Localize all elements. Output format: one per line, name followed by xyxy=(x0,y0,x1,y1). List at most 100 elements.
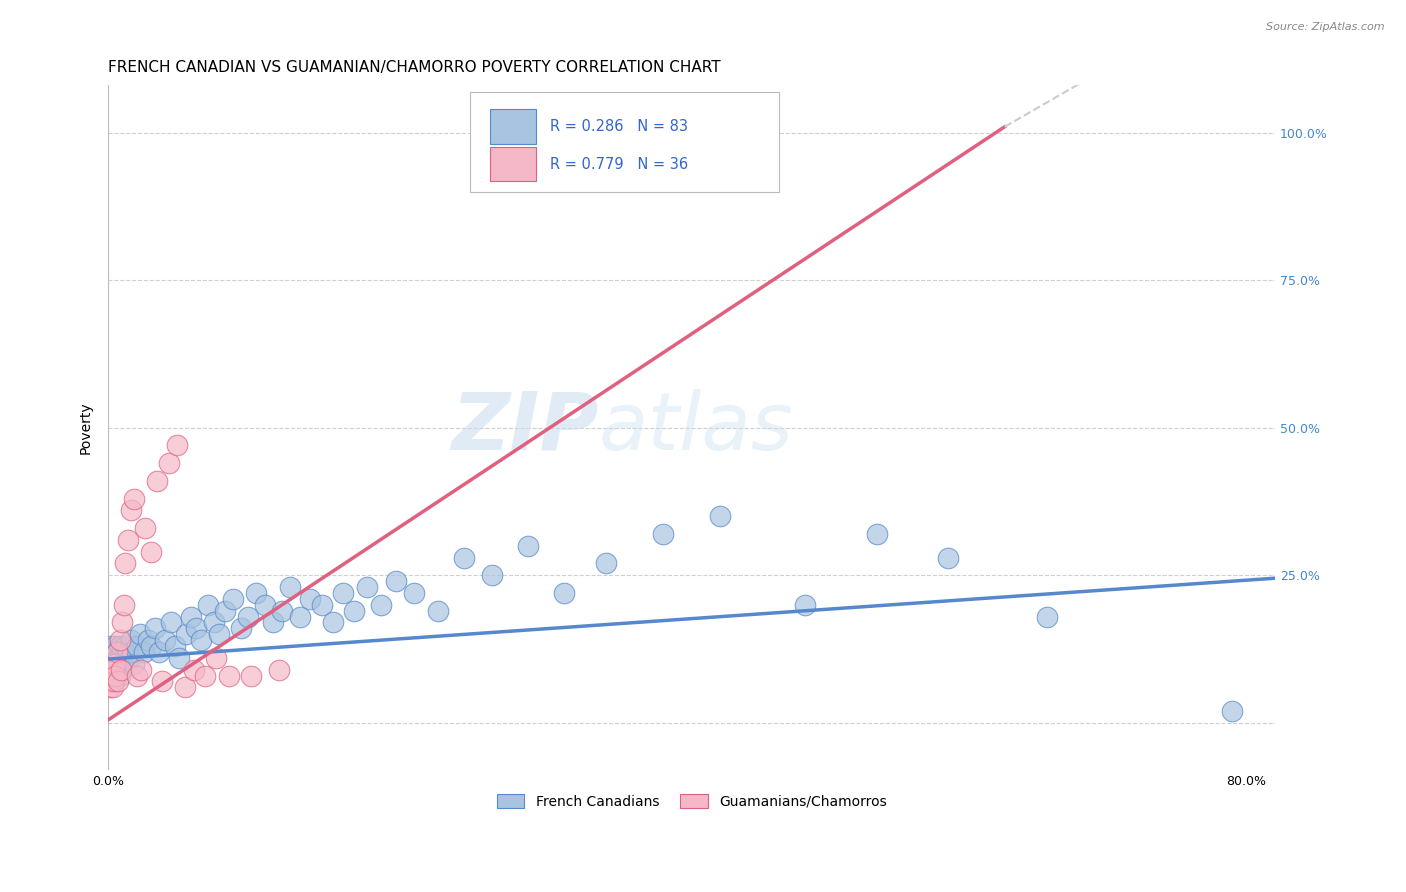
Point xyxy=(132,645,155,659)
Text: FRENCH CANADIAN VS GUAMANIAN/CHAMORRO POVERTY CORRELATION CHART: FRENCH CANADIAN VS GUAMANIAN/CHAMORRO PO… xyxy=(108,60,721,75)
Point xyxy=(299,591,322,606)
Point xyxy=(143,621,166,635)
Point xyxy=(101,668,124,682)
Point xyxy=(103,674,125,689)
Point xyxy=(112,598,135,612)
Point xyxy=(166,438,188,452)
Point xyxy=(290,609,312,624)
Point xyxy=(270,604,292,618)
Point xyxy=(103,663,125,677)
Point xyxy=(214,604,236,618)
Point xyxy=(101,681,124,695)
Point xyxy=(110,651,132,665)
Text: atlas: atlas xyxy=(599,389,793,467)
Point xyxy=(104,657,127,671)
Point xyxy=(105,663,128,677)
Point xyxy=(190,633,212,648)
Point xyxy=(176,627,198,641)
Text: Source: ZipAtlas.com: Source: ZipAtlas.com xyxy=(1267,22,1385,32)
Point xyxy=(103,674,125,689)
Point xyxy=(236,609,259,624)
Point xyxy=(280,580,302,594)
Point xyxy=(794,598,817,612)
Point xyxy=(332,586,354,600)
FancyBboxPatch shape xyxy=(470,93,779,192)
Point xyxy=(98,645,121,659)
Point xyxy=(153,633,176,648)
Point xyxy=(1036,609,1059,624)
Point xyxy=(117,645,139,659)
Point xyxy=(384,574,406,589)
Point xyxy=(111,615,134,630)
Point xyxy=(122,657,145,671)
Point xyxy=(100,651,122,665)
Point xyxy=(120,633,142,648)
Point xyxy=(111,645,134,659)
Point xyxy=(169,651,191,665)
Point xyxy=(208,627,231,641)
Point xyxy=(865,527,887,541)
Point xyxy=(104,639,127,653)
Point xyxy=(139,544,162,558)
Point xyxy=(652,527,675,541)
Point xyxy=(136,633,159,648)
Point xyxy=(936,550,959,565)
Point xyxy=(110,663,132,677)
Point xyxy=(117,533,139,547)
Point xyxy=(128,627,150,641)
Point xyxy=(134,521,156,535)
Point xyxy=(218,668,240,682)
Point xyxy=(114,639,136,653)
FancyBboxPatch shape xyxy=(489,147,537,181)
Point xyxy=(101,668,124,682)
Point xyxy=(114,557,136,571)
Point xyxy=(100,657,122,671)
Point xyxy=(356,580,378,594)
Point xyxy=(125,668,148,682)
Text: ZIP: ZIP xyxy=(451,389,599,467)
Point xyxy=(125,639,148,653)
Point xyxy=(180,609,202,624)
Point xyxy=(107,674,129,689)
Point xyxy=(107,651,129,665)
Point xyxy=(121,645,143,659)
Point xyxy=(427,604,450,618)
Point xyxy=(245,586,267,600)
Point xyxy=(253,598,276,612)
Point xyxy=(343,604,366,618)
Point xyxy=(111,657,134,671)
Point xyxy=(101,645,124,659)
Point xyxy=(1220,704,1243,718)
Point xyxy=(194,668,217,682)
Point xyxy=(322,615,344,630)
Point xyxy=(139,639,162,653)
Point xyxy=(165,639,187,653)
Point xyxy=(311,598,333,612)
Point xyxy=(108,639,131,653)
Point xyxy=(453,550,475,565)
Point xyxy=(262,615,284,630)
Point xyxy=(103,651,125,665)
Point xyxy=(105,645,128,659)
Legend: French Canadians, Guamanians/Chamorros: French Canadians, Guamanians/Chamorros xyxy=(491,789,891,814)
Point xyxy=(481,568,503,582)
Point xyxy=(205,651,228,665)
Point xyxy=(101,657,124,671)
Point xyxy=(118,651,141,665)
Point xyxy=(267,663,290,677)
Point xyxy=(104,668,127,682)
Point xyxy=(174,681,197,695)
Point xyxy=(160,615,183,630)
Point xyxy=(98,668,121,682)
Point xyxy=(98,681,121,695)
Point xyxy=(100,663,122,677)
Point xyxy=(222,591,245,606)
Point xyxy=(103,663,125,677)
Point xyxy=(120,503,142,517)
Point xyxy=(112,651,135,665)
Point xyxy=(229,621,252,635)
Point xyxy=(115,657,138,671)
Point xyxy=(122,491,145,506)
Point xyxy=(145,474,167,488)
Point xyxy=(108,633,131,648)
